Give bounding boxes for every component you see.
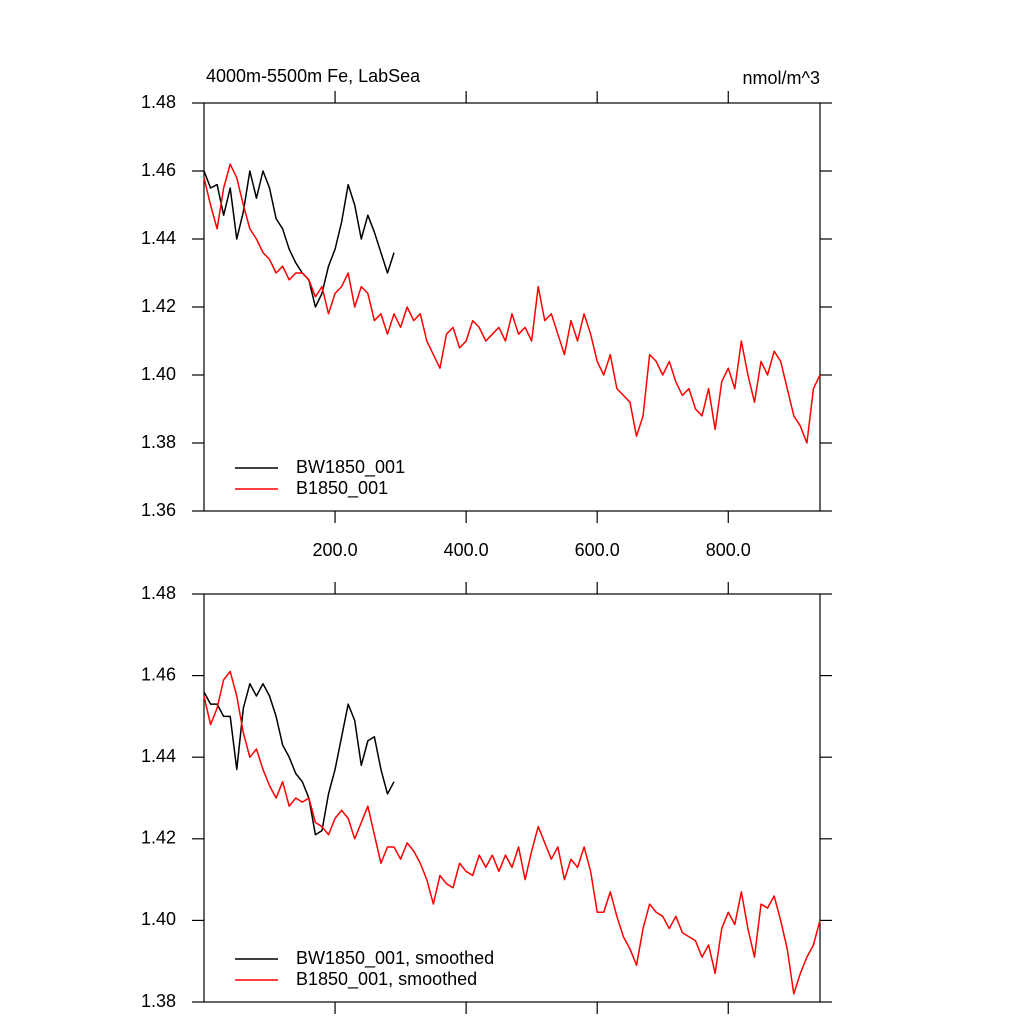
plot-frame <box>203 593 821 1003</box>
y-tick-label: 1.38 <box>141 991 176 1011</box>
legend-label: BW1850_001, smoothed <box>296 948 494 969</box>
data-line <box>203 683 395 836</box>
y-tick-label: 1.44 <box>141 746 176 766</box>
legend-label: BW1850_001 <box>296 457 405 478</box>
units-label: nmol/m^3 <box>743 68 820 88</box>
legend-label: B1850_001, smoothed <box>296 969 477 990</box>
y-tick-label: 1.38 <box>141 432 176 452</box>
x-tick-label: 600.0 <box>575 540 620 560</box>
y-tick-label: 1.46 <box>141 160 176 180</box>
y-tick-label: 1.48 <box>141 92 176 112</box>
y-tick-label: 1.36 <box>141 500 176 520</box>
y-tick-label: 1.46 <box>141 664 176 684</box>
x-tick-label: 400.0 <box>444 540 489 560</box>
data-line <box>203 163 821 444</box>
y-tick-label: 1.42 <box>141 296 176 316</box>
x-tick-label: 800.0 <box>706 540 751 560</box>
y-tick-label: 1.48 <box>141 583 176 603</box>
y-tick-label: 1.40 <box>141 909 176 929</box>
data-line <box>203 670 821 995</box>
x-tick-label: 200.0 <box>313 540 358 560</box>
chart-title: 4000m-5500m Fe, LabSea <box>206 66 421 86</box>
data-line <box>203 170 395 308</box>
y-tick-label: 1.44 <box>141 228 176 248</box>
legend-label: B1850_001 <box>296 478 388 499</box>
y-tick-label: 1.42 <box>141 828 176 848</box>
y-tick-label: 1.40 <box>141 364 176 384</box>
